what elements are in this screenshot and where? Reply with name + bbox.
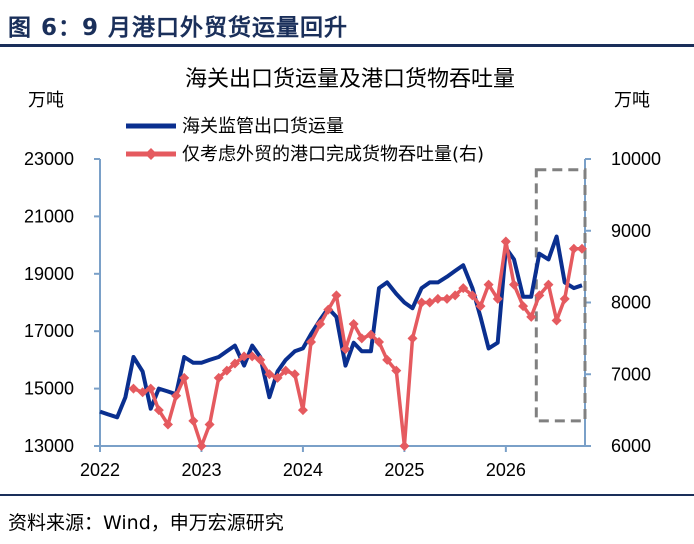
series-2-point: [137, 387, 148, 398]
series-2-point: [289, 369, 300, 380]
left-y-tick-label: 21000: [24, 206, 74, 226]
axes: 13000 15000 17000 19000 21000 23000 6000 7000 80…: [24, 149, 661, 480]
series-2-point: [432, 293, 443, 304]
series-layer: [99, 234, 587, 451]
x-tick-label: 2024: [283, 460, 323, 480]
series-2-point: [382, 354, 393, 365]
left-y-tick-label: 23000: [24, 149, 74, 169]
series-2-point: [221, 365, 232, 376]
series-1: [99, 234, 583, 420]
bottom-rule: [0, 494, 694, 496]
left-y-tick-label: 13000: [24, 436, 74, 456]
right-axis-unit: 万吨: [614, 90, 650, 111]
series-2-point: [399, 441, 410, 451]
series-2-point: [171, 390, 182, 401]
legend: 海关监管出口货运量 仅考虑外贸的港口完成货物吞吐量(右): [126, 116, 484, 165]
series-2-point: [255, 354, 266, 365]
x-tick-label: 2023: [181, 460, 221, 480]
series-2-point: [272, 372, 283, 383]
series-2-point: [239, 351, 250, 362]
series-2-point: [518, 301, 529, 312]
series-2-point: [213, 372, 224, 383]
series-2-point: [534, 290, 545, 301]
series-2-point: [145, 383, 156, 394]
series-2-point: [458, 283, 469, 294]
series-2-line: [132, 239, 582, 448]
series-2-point: [315, 319, 326, 330]
series-2-point: [559, 293, 570, 304]
series-2-point: [576, 243, 587, 254]
x-tick-label: 2022: [80, 460, 120, 480]
series-2-point: [365, 329, 376, 340]
right-y-tick-label: 6000: [611, 436, 651, 456]
series-2-point: [348, 319, 359, 330]
series-2-point: [526, 311, 537, 322]
series-2-point: [128, 383, 139, 394]
series-2-point: [264, 369, 275, 380]
series-2-point: [188, 415, 199, 426]
top-rule: [0, 44, 694, 47]
series-2-point: [229, 358, 240, 369]
series-2-point: [568, 243, 579, 254]
series-2-point: [280, 365, 291, 376]
series-2-point: [543, 279, 554, 290]
series-2-point: [356, 333, 367, 344]
series-2: [128, 236, 587, 451]
series-2-point: [442, 293, 453, 304]
series-2-point: [407, 333, 418, 344]
source-note: 资料来源：Wind，申万宏源研究: [8, 512, 284, 534]
right-y-tick-label: 10000: [611, 149, 661, 169]
chart-title: 海关出口货运量及港口货物吞吐量: [185, 67, 515, 92]
series-2-point: [391, 365, 402, 376]
left-axis-unit: 万吨: [28, 90, 64, 111]
series-2-point: [450, 290, 461, 301]
series-2-point: [331, 290, 342, 301]
series-2-point: [196, 441, 207, 451]
x-tick-label: 2025: [384, 460, 424, 480]
legend-label-series-2: 仅考虑外贸的港口完成货物吞吐量(右): [182, 144, 484, 165]
series-2-point: [374, 336, 385, 347]
series-2-point: [323, 304, 334, 315]
highlight-box-rect: [534, 168, 587, 423]
legend-label-series-1: 海关监管出口货运量: [182, 116, 344, 137]
series-1-line: [99, 234, 583, 420]
series-2-point: [551, 315, 562, 326]
right-y-tick-label: 9000: [611, 221, 651, 241]
series-2-point: [297, 405, 308, 416]
right-y-tick-label: 8000: [611, 293, 651, 313]
x-tick-label: 2026: [486, 460, 526, 480]
series-2-point: [424, 297, 435, 308]
series-2-point: [475, 301, 486, 312]
figure-title: 图 6：9 月港口外贸货运量回升: [8, 15, 349, 41]
left-y-tick-label: 19000: [24, 264, 74, 284]
left-y-tick-label: 17000: [24, 321, 74, 341]
series-2-point: [247, 351, 258, 362]
series-2-point: [500, 236, 511, 247]
left-y-tick-label: 15000: [24, 379, 74, 399]
series-2-point: [416, 297, 427, 308]
legend-marker-series-2: [145, 148, 157, 160]
series-2-point: [340, 344, 351, 355]
series-2-point: [467, 290, 478, 301]
series-2-point: [492, 293, 503, 304]
highlight-box: [534, 168, 587, 423]
series-2-point: [508, 279, 519, 290]
series-2-point: [306, 336, 317, 347]
series-2-point: [483, 279, 494, 290]
series-2-point: [162, 419, 173, 430]
right-y-tick-label: 7000: [611, 364, 651, 384]
series-2-point: [153, 405, 164, 416]
series-2-point: [179, 372, 190, 383]
series-2-point: [204, 419, 215, 430]
